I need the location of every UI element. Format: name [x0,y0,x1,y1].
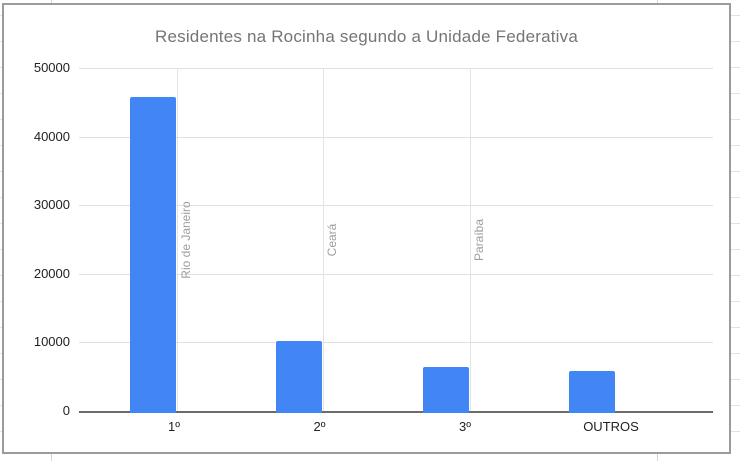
bar-2º[interactable] [276,340,322,413]
gridline-50000 [79,68,713,69]
gridline-20000 [79,273,713,275]
bar-annotation-label: Paraíba [471,218,486,261]
gridline-30000 [79,205,713,207]
bar-3º[interactable] [423,367,469,413]
y-axis-tick-label: 20000 [33,265,70,281]
bar-annotation-label: Ceará [325,223,339,256]
x-axis-tick-label: 1º [168,419,180,434]
annotation-stem [469,68,471,411]
bar-1º[interactable] [130,97,176,413]
annotation-stem [323,68,324,411]
y-axis-tick-label: 10000 [33,334,70,350]
y-axis-tick-label: 40000 [33,128,70,144]
y-axis-tick-label: 0 [62,403,70,418]
chart-title: Residentes na Rocinha segundo a Unidade … [155,27,578,46]
x-axis-tick-label: OUTROS [583,419,639,434]
x-axis-tick-label: 3º [459,419,471,434]
annotation-stem [176,68,178,411]
bar-annotation-label: Rio de Janeiro [178,200,193,279]
x-axis-tick-label: 2º [313,419,326,434]
x-axis-line [79,410,713,413]
gridline-10000 [79,342,713,344]
chart-card[interactable]: Residentes na Rocinha segundo a Unidade … [2,3,731,454]
gridline-40000 [79,136,713,138]
bar-OUTROS[interactable] [569,371,615,413]
y-axis-tick-label: 30000 [33,197,70,213]
y-axis-tick-label: 50000 [33,60,70,75]
